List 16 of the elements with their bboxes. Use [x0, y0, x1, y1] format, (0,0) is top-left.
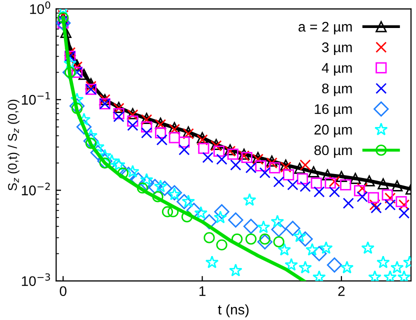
legend-label: 80 µm	[314, 145, 352, 158]
legend-label: 20 µm	[314, 124, 352, 138]
y-tick-label: 10$^{−1}$	[22, 92, 50, 105]
legend-label: 8 µm	[322, 84, 352, 96]
x-axis-title: t (ns)	[218, 304, 249, 318]
y-tick-label: 10$^{−3}$	[22, 273, 50, 286]
legend-label: 4 µm	[322, 63, 352, 76]
x-tick-label: 1	[199, 286, 206, 296]
y-tick-label: 10$^{0}$	[30, 1, 50, 14]
legend-label: a = 2 µm	[298, 22, 352, 34]
legend-label: 16 µm	[314, 104, 352, 117]
legend-label: 3 µm	[322, 42, 352, 55]
x-tick-label: 0	[60, 286, 66, 296]
x-tick-label: 2	[338, 286, 345, 296]
y-axis-title: S$_{z}$ (0,t) / S$_{z}$ (0,0)	[8, 100, 20, 190]
y-tick-label: 10$^{−2}$	[22, 182, 50, 196]
